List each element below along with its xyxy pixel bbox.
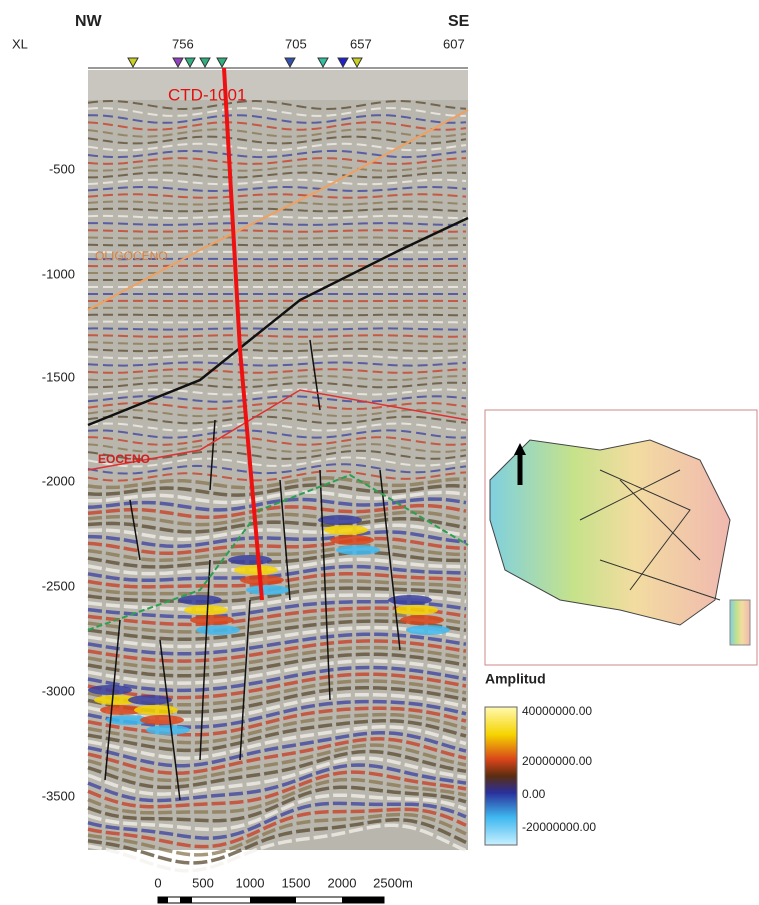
axis-label: XL [12, 36, 28, 51]
scale-label: 2500m [373, 875, 413, 890]
seismic-top [88, 70, 468, 100]
map-legend [730, 600, 750, 645]
amplitude-blob [128, 695, 172, 705]
direction-left: NW [75, 13, 103, 30]
depth-label: -3000 [42, 683, 75, 698]
amplitude-blob [400, 615, 444, 625]
scale-label: 0 [154, 875, 161, 890]
amplitude-blob [184, 605, 228, 615]
well-marker [318, 58, 328, 67]
depth-label: -3500 [42, 788, 75, 803]
well-marker [173, 58, 183, 67]
amplitude-blob [318, 515, 362, 525]
scale-segment [180, 897, 192, 903]
scale-label: 1000 [236, 875, 265, 890]
amplitude-blob [234, 565, 278, 575]
direction-right: SE [448, 13, 470, 30]
amplitude-blob [330, 535, 374, 545]
xl-label: 756 [172, 36, 194, 51]
amplitude-blob [336, 545, 380, 555]
colorbar [485, 707, 517, 845]
depth-label: -2500 [42, 578, 75, 593]
depth-label: -2000 [42, 473, 75, 488]
legend-title: Amplitud [485, 671, 546, 687]
scale-label: 1500 [282, 875, 311, 890]
figure: NW SE XL 756 705 657 607 CTD-1001 OLIGOC… [0, 0, 759, 905]
amplitude-blob [324, 525, 368, 535]
scale-bar [158, 897, 384, 903]
well-marker [200, 58, 210, 67]
well-marker [338, 58, 348, 67]
horizon-label: EOCENO [98, 452, 150, 466]
scale-segment [342, 897, 384, 903]
amplitude-blob [406, 625, 450, 635]
xl-label: 607 [443, 36, 465, 51]
depth-label: -1000 [42, 266, 75, 281]
legend-label: 40000000.00 [522, 704, 592, 718]
amplitude-blob [88, 685, 132, 695]
amplitude-blob [228, 555, 272, 565]
scale-segment [250, 897, 296, 903]
well-label: CTD-1001 [168, 85, 246, 104]
well-marker [352, 58, 362, 67]
amplitude-blob [146, 725, 190, 735]
well-marker [217, 58, 227, 67]
legend-label: -20000000.00 [522, 820, 596, 834]
amplitude-blob [246, 585, 290, 595]
scale-label: 2000 [328, 875, 357, 890]
amplitude-blob [134, 705, 178, 715]
amplitude-blob [394, 605, 438, 615]
well-marker [185, 58, 195, 67]
well-marker [285, 58, 295, 67]
scale-label: 500 [192, 875, 214, 890]
amplitude-blob [140, 715, 184, 725]
scale-segment [158, 897, 168, 903]
legend-label: 20000000.00 [522, 754, 592, 768]
depth-label: -500 [49, 161, 75, 176]
depth-label: -1500 [42, 369, 75, 384]
legend-label: 0.00 [522, 787, 546, 801]
xl-label: 657 [350, 36, 372, 51]
amplitude-blob [196, 625, 240, 635]
amplitude-blob [190, 615, 234, 625]
horizon-label: OLIGOCENO [95, 249, 168, 263]
xl-label: 705 [285, 36, 307, 51]
well-marker [128, 58, 138, 67]
